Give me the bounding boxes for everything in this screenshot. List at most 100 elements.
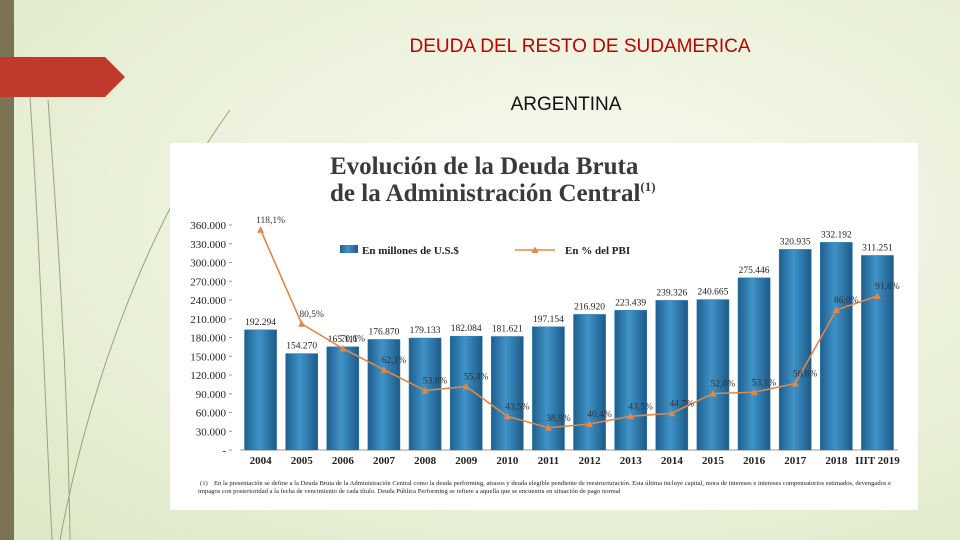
line-value-label: 118,1%: [256, 216, 285, 226]
legend-marker: [531, 246, 539, 253]
bar-value-label: 192.294: [245, 318, 276, 328]
bar-value-label: 176.870: [369, 327, 400, 337]
line-marker: [421, 387, 429, 394]
bar: [244, 329, 277, 451]
footnote-mark: (1): [200, 480, 208, 487]
bar: [861, 255, 894, 451]
x-tick-label: IIIT 2019: [855, 455, 900, 467]
y-tick-label: 30.000: [196, 426, 227, 438]
bar-value-label: 239.326: [656, 288, 687, 298]
bar: [696, 299, 730, 451]
legend-swatch: [340, 245, 358, 253]
line-value-label: 91,6%: [875, 282, 900, 292]
bar-value-label: 165.111: [328, 335, 358, 345]
bar: [449, 335, 483, 451]
line-marker: [627, 412, 635, 420]
bar: [573, 314, 606, 451]
line-marker: [339, 345, 347, 352]
x-tick-label: 2016: [743, 455, 766, 467]
line-value-label: 43,5%: [505, 402, 530, 412]
line: [259, 229, 878, 429]
chart-title: de la Administración Central(1): [330, 179, 656, 207]
bar-value-label: 182.084: [451, 324, 482, 334]
slide-title: DEUDA DEL RESTO DE SUDAMERICA: [409, 36, 750, 57]
line-value-label: 62,1%: [382, 356, 407, 366]
line-value-label: 44,7%: [670, 399, 695, 409]
y-tick-label: 90.000: [196, 389, 227, 401]
bar: [737, 277, 771, 451]
bar-value-label: 197.154: [533, 315, 564, 325]
bar-value-label: 181.621: [492, 324, 523, 334]
bar: [285, 353, 318, 451]
bar-value-label: 216.920: [574, 302, 605, 312]
line-marker: [586, 420, 594, 427]
x-tick-label: 2007: [373, 455, 396, 467]
arrow-shape: [0, 57, 125, 97]
line-marker: [791, 380, 799, 387]
line-marker: [462, 383, 470, 390]
line-value-label: 80,5%: [299, 310, 324, 320]
bar-value-label: 154.270: [286, 342, 317, 352]
footnote: En la presentación se define a la Deuda …: [198, 480, 892, 495]
line-value-label: 53,8%: [423, 377, 448, 387]
bar: [532, 326, 565, 451]
x-tick-label: 2012: [579, 455, 602, 467]
bar: [778, 249, 812, 451]
bar: [614, 310, 647, 451]
line-marker: [380, 366, 388, 373]
bar-value-label: 311.251: [862, 243, 893, 253]
line-marker: [257, 226, 265, 233]
x-tick-label: 2014: [661, 455, 684, 467]
bar: [491, 336, 524, 451]
y-tick-label: 180.000: [190, 333, 226, 345]
x-tick-label: 2011: [538, 455, 559, 467]
line-marker: [832, 306, 840, 313]
y-tick-label: -: [222, 445, 226, 457]
line-value-label: 86,0%: [834, 296, 859, 306]
line-marker: [298, 320, 306, 327]
x-tick-label: 2015: [702, 455, 725, 467]
line-marker: [873, 292, 881, 299]
bar: [367, 339, 401, 451]
x-tick-label: 2009: [455, 455, 478, 467]
line-marker: [709, 390, 717, 397]
bar: [655, 300, 689, 451]
side-bar: [0, 0, 14, 540]
line-value-label: 53,1%: [752, 378, 777, 388]
bar-value-label: 332.192: [821, 230, 852, 240]
title-note: (1): [640, 179, 655, 194]
x-tick-label: 2004: [250, 455, 273, 467]
y-tick-label: 300.000: [190, 258, 226, 270]
y-tick-label: 360.000: [190, 220, 226, 232]
line-value-label: 55,4%: [464, 373, 489, 383]
bar: [326, 346, 360, 451]
y-tick-label: 240.000: [190, 295, 226, 307]
bar: [408, 337, 442, 451]
y-tick-label: 120.000: [190, 370, 226, 382]
bar-value-label: 223.439: [615, 298, 646, 308]
bar-value-label: 240.665: [698, 288, 729, 298]
bar-value-label: 275.446: [739, 266, 770, 276]
x-tick-label: 2017: [784, 455, 807, 467]
line-value-label: 38,9%: [546, 414, 571, 424]
line-value-label: 43,5%: [628, 402, 653, 412]
x-tick-label: 2013: [620, 455, 643, 467]
line-marker: [750, 388, 758, 396]
line-marker: [668, 409, 676, 417]
y-tick-label: 60.000: [196, 408, 227, 420]
y-tick-label: 270.000: [190, 276, 226, 288]
bar-value-label: 179.133: [410, 326, 441, 336]
line-marker: [544, 424, 552, 431]
x-tick-label: 2008: [414, 455, 437, 467]
line-value-label: 40,4%: [587, 410, 612, 420]
line-marker: [503, 412, 511, 420]
y-tick-label: 330.000: [190, 239, 226, 251]
x-tick-label: 2010: [496, 455, 519, 467]
slide-subtitle: ARGENTINA: [511, 94, 622, 115]
bar: [820, 242, 853, 451]
line-value-label: 52,6%: [711, 380, 736, 390]
bar-value-label: 320.935: [780, 237, 811, 247]
